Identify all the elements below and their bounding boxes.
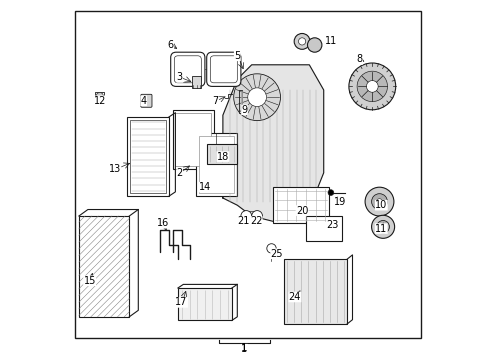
Bar <box>130 120 166 193</box>
Circle shape <box>266 244 276 253</box>
Text: 5: 5 <box>234 51 240 61</box>
Bar <box>241 91 242 112</box>
Text: 14: 14 <box>198 182 211 192</box>
Text: 19: 19 <box>333 197 346 207</box>
FancyBboxPatch shape <box>206 52 241 86</box>
Text: 20: 20 <box>295 206 307 216</box>
Text: 16: 16 <box>157 218 169 228</box>
Bar <box>239 90 242 113</box>
Circle shape <box>294 33 309 49</box>
Circle shape <box>251 211 262 221</box>
Circle shape <box>371 215 394 238</box>
Text: 22: 22 <box>249 216 262 226</box>
Bar <box>79 216 129 317</box>
Circle shape <box>241 211 251 221</box>
Circle shape <box>380 225 385 229</box>
Bar <box>199 136 234 193</box>
Text: 11: 11 <box>324 36 336 46</box>
Text: 23: 23 <box>326 220 338 230</box>
Text: 25: 25 <box>270 249 283 259</box>
FancyBboxPatch shape <box>210 56 237 83</box>
Text: 8: 8 <box>356 54 362 64</box>
Bar <box>273 187 328 223</box>
Bar <box>192 76 201 88</box>
Bar <box>196 133 237 196</box>
Text: 21: 21 <box>237 216 249 226</box>
Text: 1: 1 <box>241 343 247 353</box>
Bar <box>127 117 168 196</box>
Text: 12: 12 <box>94 96 106 106</box>
Text: 2: 2 <box>176 168 183 178</box>
Circle shape <box>96 93 103 100</box>
Bar <box>206 144 237 164</box>
Circle shape <box>376 220 388 233</box>
Circle shape <box>356 71 386 102</box>
Circle shape <box>233 74 280 121</box>
Circle shape <box>366 81 377 92</box>
Bar <box>305 216 341 241</box>
Bar <box>172 110 213 169</box>
Circle shape <box>247 88 266 107</box>
Circle shape <box>376 199 382 204</box>
Text: 3: 3 <box>176 72 183 82</box>
Circle shape <box>348 63 395 110</box>
FancyBboxPatch shape <box>170 52 204 86</box>
FancyBboxPatch shape <box>174 56 201 83</box>
Text: 15: 15 <box>83 276 96 286</box>
Circle shape <box>365 187 393 216</box>
Circle shape <box>327 190 333 195</box>
Text: 4: 4 <box>141 96 146 106</box>
Text: 18: 18 <box>216 152 228 162</box>
Bar <box>178 288 231 320</box>
Text: 24: 24 <box>288 292 301 302</box>
Text: 1: 1 <box>241 344 247 354</box>
Circle shape <box>307 38 321 52</box>
Text: 9: 9 <box>241 105 247 115</box>
Bar <box>284 259 346 324</box>
Text: 13: 13 <box>108 164 121 174</box>
Polygon shape <box>223 65 323 223</box>
Text: 11: 11 <box>374 224 386 234</box>
Text: 10: 10 <box>374 200 386 210</box>
Circle shape <box>371 194 386 210</box>
Circle shape <box>298 38 305 45</box>
Bar <box>175 113 211 166</box>
FancyBboxPatch shape <box>141 94 152 107</box>
Text: 6: 6 <box>167 40 173 50</box>
Text: 17: 17 <box>175 297 187 307</box>
Text: 7: 7 <box>212 96 218 106</box>
